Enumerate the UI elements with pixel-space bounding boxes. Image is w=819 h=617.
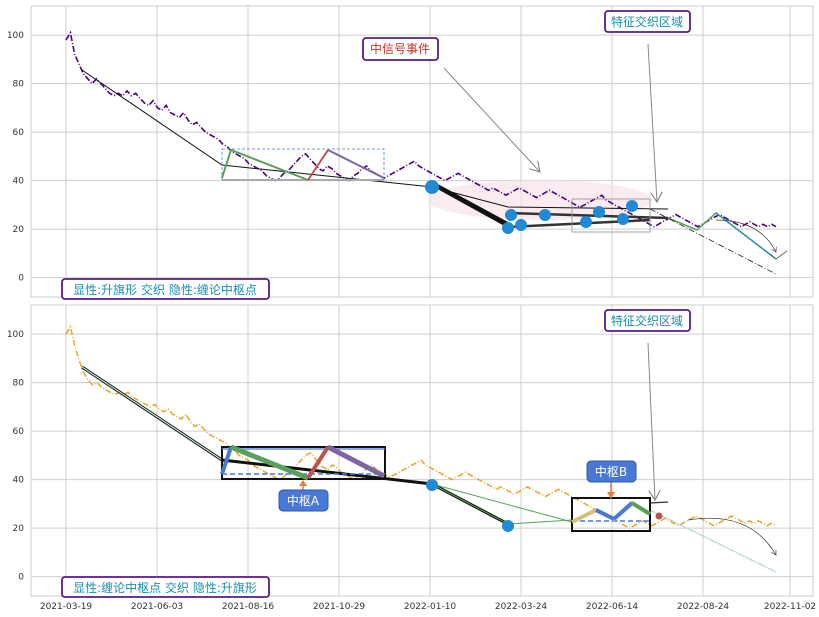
projection-curve-arrow: [715, 219, 776, 252]
x-tick-label: 2022-06-14: [586, 602, 639, 612]
x-tick-label: 2022-11-02: [764, 602, 816, 612]
pivot-b-end-dot: [655, 512, 663, 520]
top-price-series: [65, 30, 777, 228]
feature-zone-text-top: 特征交织区域: [611, 14, 683, 29]
x-tick-label: 2022-08-24: [677, 602, 730, 612]
x-tick-label: 2021-08-16: [222, 602, 275, 612]
top-signal-markers: [425, 180, 638, 234]
flag-zigzag-purple: [327, 149, 385, 179]
y-tick-label: 40: [13, 476, 25, 486]
y-tick-label: 80: [13, 379, 25, 389]
feature-zone-label-top: 特征交织区域: [604, 10, 691, 33]
pivot-b-seg-green: [630, 501, 652, 516]
signal-marker: [425, 180, 439, 194]
bottom-projection-curve: [687, 517, 776, 555]
signal-marker: [539, 209, 551, 221]
thick-down-wedge: [432, 183, 508, 228]
projection-line: [649, 208, 777, 275]
y-tick-label: 80: [13, 80, 25, 90]
y-tick-label: 100: [7, 330, 24, 340]
feature-zone-arrow-top: [647, 43, 657, 202]
pivot-b-seg-blue: [595, 508, 615, 521]
bottom-trend-green-2: [431, 483, 573, 523]
upper-bound-line: [507, 211, 669, 220]
y-tick-label: 60: [13, 128, 25, 138]
signal-marker: [426, 479, 438, 491]
top-gridlines: [31, 6, 813, 297]
pivot-a-seg-red: [306, 445, 330, 480]
bottom-short-line: [649, 501, 669, 504]
projection-tail: [775, 250, 788, 260]
bottom-plot-area: [30, 304, 814, 597]
x-tick-label: 2021-06-03: [131, 602, 183, 612]
y-tick-label: 40: [13, 177, 25, 187]
signal-marker: [515, 219, 527, 231]
y-tick-label: 0: [18, 573, 24, 583]
bottom-legend-label: 显性:缠论中枢点 交织 隐性:升旗形: [61, 576, 270, 598]
x-tick-label: 2021-03-19: [40, 602, 93, 612]
top-legend-text: 显性:升旗形 交织 隐性:缠论中枢点: [73, 282, 257, 297]
pivot-a-seg-green: [230, 444, 309, 481]
bottom-legend-text: 显性:缠论中枢点 交织 隐性:升旗形: [73, 580, 257, 595]
signal-marker: [626, 200, 638, 212]
pivot-a-text: 中枢A: [287, 493, 320, 508]
pivot-a-label: 中枢A: [278, 489, 329, 512]
top-y-tick-labels: 0 20 40 60 80 100: [7, 31, 24, 284]
x-tick-label: 2022-01-10: [404, 602, 457, 612]
signal-marker: [502, 222, 514, 234]
pivot-a-seg-purple: [326, 444, 386, 479]
y-tick-label: 100: [7, 31, 24, 41]
bottom-signal-markers: [426, 479, 514, 532]
pivot-a-pointer-head: [299, 480, 307, 486]
top-panel: 0 20 40 60 80 100: [7, 5, 814, 300]
bottom-y-tick-labels: 0 20 40 60 80 100: [7, 330, 24, 582]
top-legend-label: 显性:升旗形 交织 隐性:缠论中枢点: [61, 278, 270, 300]
bottom-price-series: [65, 324, 777, 530]
grey-pivot-box: [571, 198, 651, 233]
signal-marker: [505, 209, 517, 221]
signal-marker: [502, 520, 514, 532]
y-tick-label: 20: [13, 225, 25, 235]
signal-event-label: 中信号事件: [362, 37, 439, 61]
flag-rectangle: [221, 148, 385, 181]
flag-zigzag-red: [307, 149, 329, 181]
bottom-panel: 0 20 40 60 80 100: [7, 304, 814, 598]
signal-marker: [580, 216, 592, 228]
x-tick-labels: 2021-03-19 2021-06-03 2021-08-16 2021-10-29…: [40, 602, 816, 612]
signal-event-text: 中信号事件: [370, 41, 430, 56]
pivot-b-label: 中枢B: [586, 460, 637, 483]
bottom-projection-light: [649, 509, 777, 573]
bottom-trend-light: [81, 366, 223, 461]
x-tick-label: 2022-03-24: [495, 602, 548, 612]
y-tick-label: 20: [13, 524, 25, 534]
y-tick-label: 60: [13, 427, 25, 437]
feature-zone-arrow-bottom: [647, 342, 655, 500]
pivot-b-seg-blue-2: [612, 501, 634, 521]
pivot-b-text: 中枢B: [595, 464, 627, 479]
signal-marker: [593, 206, 605, 218]
signal-marker: [617, 213, 629, 225]
signal-event-arrow: [443, 67, 540, 172]
pivot-a-box: [221, 446, 386, 480]
feature-zone-text-bottom: 特征交织区域: [611, 313, 683, 328]
y-tick-label: 0: [18, 274, 24, 284]
pivot-b-pointer-head: [607, 492, 615, 499]
flag-zigzag-up: [221, 148, 309, 181]
pivot-a-seg-blue: [220, 446, 233, 475]
x-tick-label: 2021-10-29: [313, 602, 366, 612]
feature-zone-label-bottom: 特征交织区域: [604, 309, 691, 332]
